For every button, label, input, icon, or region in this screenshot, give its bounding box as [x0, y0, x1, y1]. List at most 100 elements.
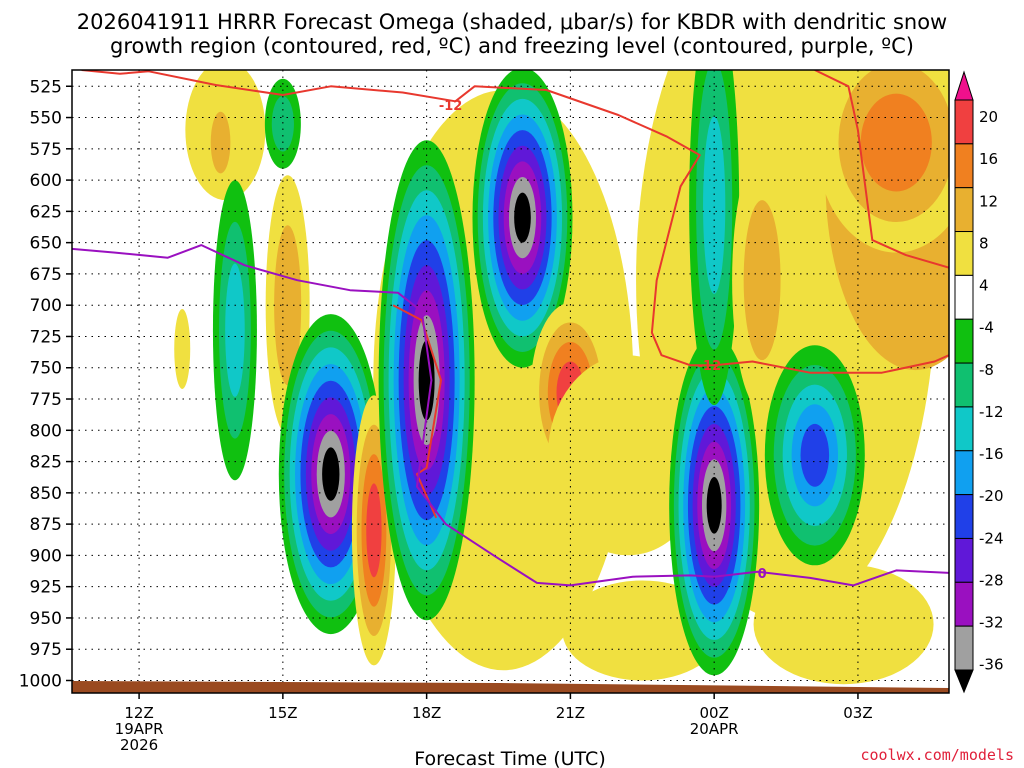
plot-frame [71, 69, 950, 694]
x-tick-label: 12Z [124, 704, 153, 722]
chart-title-line-2: growth region (contoured, red, ºC) and f… [110, 34, 914, 58]
x-tick-label: 15Z [268, 704, 297, 722]
colorbar-tick-label: -4 [979, 319, 994, 337]
omega-feature [669, 335, 760, 676]
omega-feature [278, 314, 383, 635]
credit-text: coolwx.com/models [860, 746, 1014, 764]
colorbar-segment [954, 581, 974, 627]
omega-contour-band [366, 483, 382, 578]
red-contour-label: -12 [439, 99, 463, 114]
y-tick-label: 775 [30, 390, 62, 410]
omega-feature [174, 308, 191, 389]
colorbar-segment [954, 362, 974, 408]
x-tick-label: 03Z [843, 704, 872, 722]
y-tick-label: 925 [30, 578, 62, 598]
colorbar-tick-label: -36 [979, 656, 1004, 674]
colorbar-tick-label: 8 [979, 234, 989, 252]
colorbar-tick-label: 12 [979, 192, 998, 210]
purple-contour-label: 0 [758, 567, 767, 582]
omega-feature [764, 345, 865, 566]
omega-contour-band [860, 93, 932, 192]
y-tick-label: 675 [30, 265, 62, 285]
omega-shading [174, 70, 949, 685]
omega-contour-band [703, 116, 726, 294]
terrain-ground [72, 681, 949, 693]
x-tick-label: 00Z [699, 704, 728, 722]
red-contour-minus12-upper [814, 70, 949, 269]
omega-feature [212, 180, 257, 481]
y-axis: 525 550 575 600 625 650 675 700 725 750 775 800 825 8… [19, 77, 72, 691]
red-contour-label: -12 [698, 359, 722, 374]
omega-contour-band [418, 340, 435, 421]
colorbar: 20 16 12 8 4 -4 -8 -12 -16 -20 -24 -28 -32 -36 [954, 70, 1004, 694]
y-tick-label: 950 [30, 609, 62, 629]
omega-contour-band [800, 423, 830, 487]
omega-contour-band [174, 308, 191, 389]
omega-contour-band [743, 200, 781, 361]
x-tick-label: 2026 [120, 736, 158, 754]
colorbar-segment [954, 450, 974, 496]
y-tick-label: 575 [30, 140, 62, 160]
omega-contour-band [547, 355, 708, 556]
y-tick-label: 900 [30, 546, 62, 566]
colorbar-segment [954, 274, 974, 320]
colorbar-tick-label: 16 [979, 150, 998, 168]
y-tick-label: 875 [30, 515, 62, 535]
colorbar-tick-label: -32 [979, 614, 1004, 632]
x-tick-label: 18Z [412, 704, 441, 722]
omega-contour-band [210, 111, 231, 174]
colorbar-tick-label: -20 [979, 487, 1004, 505]
y-tick-label: 975 [30, 640, 62, 660]
chart-title-line-1: 2026041911 HRRR Forecast Omega (shaded, … [77, 10, 947, 34]
y-tick-label: 600 [30, 171, 62, 191]
colorbar-segment [954, 537, 974, 583]
y-tick-label: 700 [30, 296, 62, 316]
colorbar-segment [954, 99, 974, 145]
omega-broad-region [753, 564, 934, 685]
colorbar-top-arrow [954, 70, 974, 101]
x-tick-label: 20APR [690, 720, 739, 738]
y-tick-label: 650 [30, 234, 62, 254]
y-tick-label: 1000 [19, 671, 62, 691]
colorbar-tick-label: -16 [979, 445, 1004, 463]
x-tick-label: 21Z [556, 704, 585, 722]
colorbar-segment [954, 143, 974, 189]
temperature-contours: -12 -12 0 [72, 70, 949, 587]
omega-contour-band [706, 477, 722, 534]
omega-feature [732, 150, 793, 411]
colorbar-tick-label: -24 [979, 529, 1004, 547]
colorbar-segment [954, 187, 974, 233]
y-tick-label: 850 [30, 484, 62, 504]
y-tick-label: 625 [30, 202, 62, 222]
colorbar-tick-label: -28 [979, 571, 1004, 589]
colorbar-segment [954, 231, 974, 276]
x-tick-label: 19APR [115, 720, 164, 738]
y-tick-label: 525 [30, 77, 62, 97]
colorbar-tick-label: 20 [979, 108, 998, 126]
y-tick-label: 825 [30, 453, 62, 473]
y-tick-label: 725 [30, 327, 62, 347]
colorbar-segment [954, 318, 974, 364]
omega-feature [204, 92, 237, 193]
omega-feature [264, 78, 301, 169]
y-tick-label: 800 [30, 421, 62, 441]
colorbar-tick-label: -12 [979, 403, 1004, 421]
omega-contour-band [225, 263, 245, 397]
omega-contour-band [322, 447, 340, 501]
omega-feature [689, 70, 740, 406]
x-axis-label: Forecast Time (UTC) [414, 748, 605, 768]
omega-feature [472, 70, 573, 368]
omega-feature [547, 355, 708, 556]
y-tick-label: 550 [30, 109, 62, 129]
colorbar-segment [954, 494, 974, 539]
purple-contour-freezing [72, 244, 949, 587]
colorbar-bottom-arrow [954, 669, 974, 694]
omega-contour-band [271, 96, 294, 152]
colorbar-tick-label: 4 [979, 277, 989, 295]
y-tick-label: 750 [30, 359, 62, 379]
omega-feature [816, 70, 949, 253]
colorbar-tick-label: -8 [979, 361, 994, 379]
colorbar-segment [954, 625, 974, 671]
